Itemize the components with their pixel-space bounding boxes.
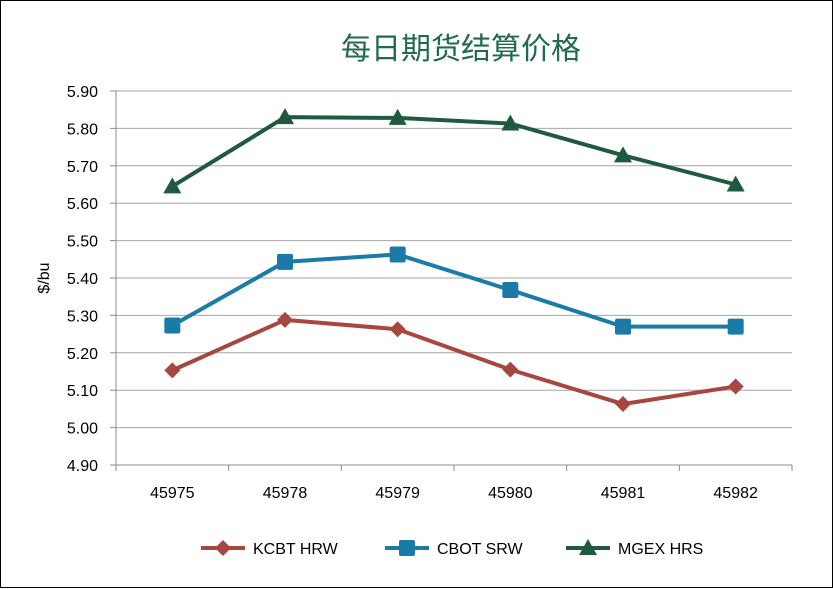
series-cbot-srw bbox=[164, 246, 744, 335]
series-line bbox=[171, 115, 737, 189]
x-tick-label: 45981 bbox=[601, 485, 646, 502]
legend-marker bbox=[399, 540, 415, 556]
data-point bbox=[502, 281, 519, 298]
gridlines bbox=[116, 90, 792, 429]
data-point bbox=[502, 361, 519, 378]
x-tick-label: 45979 bbox=[375, 485, 420, 502]
y-tick-label: 5.80 bbox=[67, 121, 98, 138]
data-point bbox=[277, 253, 293, 270]
legend-marker bbox=[215, 540, 231, 556]
data-point bbox=[389, 246, 406, 263]
data-point bbox=[164, 317, 181, 334]
y-tick-label: 5.00 bbox=[67, 421, 98, 438]
y-axis-label: $/bu bbox=[36, 262, 53, 293]
x-tick-label: 45980 bbox=[488, 485, 533, 502]
y-tick-label: 5.40 bbox=[67, 271, 98, 288]
data-point bbox=[277, 311, 293, 328]
series-group bbox=[163, 108, 745, 413]
legend-label: MGEX HRS bbox=[618, 541, 703, 558]
legend-label: CBOT SRW bbox=[437, 541, 524, 558]
data-point bbox=[615, 396, 631, 413]
data-point bbox=[389, 321, 406, 338]
series-line bbox=[171, 317, 736, 407]
x-tick-labels: 45975 45978 45979 45980 45981 45982 bbox=[150, 485, 758, 502]
data-point bbox=[164, 362, 181, 379]
data-point bbox=[388, 108, 407, 125]
data-point bbox=[727, 378, 744, 395]
legend-item: KCBT HRW bbox=[201, 540, 339, 558]
y-tick-label: 5.10 bbox=[67, 383, 98, 400]
data-point bbox=[163, 177, 182, 194]
series-kcbt-hrw bbox=[164, 311, 744, 413]
y-tick-label: 5.70 bbox=[67, 159, 98, 176]
data-point bbox=[501, 114, 520, 131]
x-tick-label: 45975 bbox=[150, 485, 195, 502]
chart-title: 每日期货结算价格 bbox=[341, 32, 581, 67]
y-tick-label: 5.90 bbox=[67, 84, 98, 101]
legend: KCBT HRW CBOT SRW MGEX HRS bbox=[201, 539, 703, 558]
legend-label: KCBT HRW bbox=[253, 541, 339, 558]
series-mgex-hrs bbox=[163, 108, 745, 194]
x-tick-label: 45978 bbox=[263, 485, 308, 502]
axes bbox=[110, 90, 793, 471]
y-tick-labels: 5.90 5.80 5.70 5.60 5.50 5.40 5.30 5.20 5.10 5.00… bbox=[67, 84, 98, 475]
y-tick-label: 5.30 bbox=[67, 308, 98, 325]
series-line bbox=[171, 252, 736, 329]
y-tick-label: 5.20 bbox=[67, 346, 98, 363]
data-point bbox=[276, 108, 294, 125]
y-tick-label: 5.50 bbox=[67, 234, 98, 251]
legend-item: MGEX HRS bbox=[566, 539, 703, 558]
data-point bbox=[615, 318, 631, 335]
x-tick-label: 45982 bbox=[713, 485, 758, 502]
legend-marker bbox=[579, 539, 597, 555]
data-point bbox=[614, 146, 632, 163]
legend-item: CBOT SRW bbox=[385, 540, 524, 558]
y-tick-label: 4.90 bbox=[67, 458, 98, 475]
data-point bbox=[727, 318, 744, 335]
data-point bbox=[726, 175, 745, 192]
y-tick-label: 5.60 bbox=[67, 196, 98, 213]
